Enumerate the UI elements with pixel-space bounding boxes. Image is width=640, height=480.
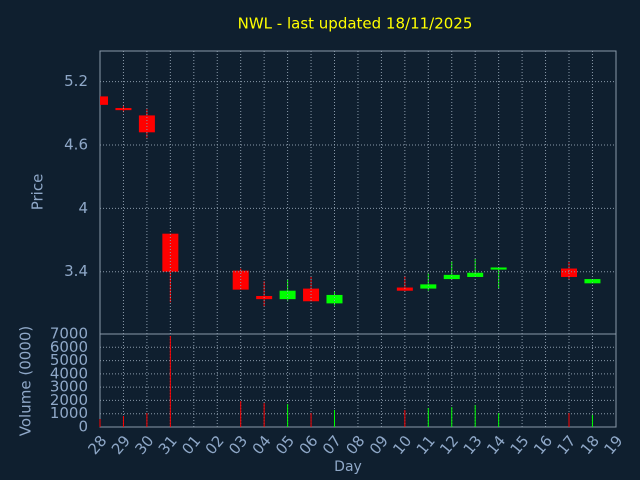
x-tick-label: 07 (319, 432, 345, 458)
candle-body (584, 279, 601, 284)
y2-tick-label: 0 (78, 418, 88, 436)
x-tick-label: 05 (272, 432, 298, 458)
candle-body (490, 267, 507, 270)
y-tick-label: 4.6 (64, 135, 88, 153)
y-axis-label: Price (29, 174, 47, 211)
x-tick-label: 09 (366, 432, 392, 458)
x-tick-label: 06 (295, 432, 321, 458)
x-tick-label: 29 (108, 432, 134, 458)
x-tick-label: 14 (483, 432, 509, 458)
x-tick-label: 08 (342, 432, 368, 458)
chart-title: NWL - last updated 18/11/2025 (238, 15, 473, 33)
candle-body (232, 270, 249, 290)
x-tick-label: 19 (600, 432, 626, 458)
candle-body (326, 294, 343, 304)
x-tick-label: 17 (553, 432, 579, 458)
x-tick-label: 31 (155, 432, 181, 458)
candle-body (100, 96, 108, 105)
y-tick-label: 5.2 (64, 72, 88, 90)
y2-tick-label: 4000 (50, 364, 88, 382)
candle-body (420, 284, 437, 289)
y2-tick-label: 7000 (50, 325, 88, 343)
y2-tick-label: 2000 (50, 391, 88, 409)
x-tick-label: 10 (389, 432, 415, 458)
x-tick-label: 04 (249, 432, 275, 458)
x-tick-label: 12 (436, 432, 462, 458)
x-tick-label: 15 (507, 432, 533, 458)
price-panel (100, 96, 601, 307)
x-tick-label: 28 (84, 432, 110, 458)
x-tick-label: 30 (131, 432, 157, 458)
y-tick-label: 3.4 (64, 262, 88, 280)
x-tick-label: 18 (577, 432, 603, 458)
x-tick-label: 01 (178, 432, 204, 458)
y2-axis-label: Volume (0000) (17, 326, 35, 436)
x-tick-label: 13 (460, 432, 486, 458)
y2-tick-label: 6000 (50, 338, 88, 356)
candle-body (396, 287, 413, 291)
y2-tick-label: 5000 (50, 351, 88, 369)
candle-body (561, 268, 577, 277)
candle-body (467, 272, 484, 277)
y2-tick-label: 1000 (50, 404, 88, 422)
y-tick-label: 4 (78, 199, 88, 217)
x-tick-label: 16 (530, 432, 556, 458)
y2-tick-label: 3000 (50, 378, 88, 396)
x-tick-label: 11 (413, 432, 439, 458)
x-axis-label: Day (334, 459, 362, 475)
candle-body (115, 108, 132, 111)
x-tick-label: 03 (225, 432, 251, 458)
x-tick-label: 02 (202, 432, 228, 458)
